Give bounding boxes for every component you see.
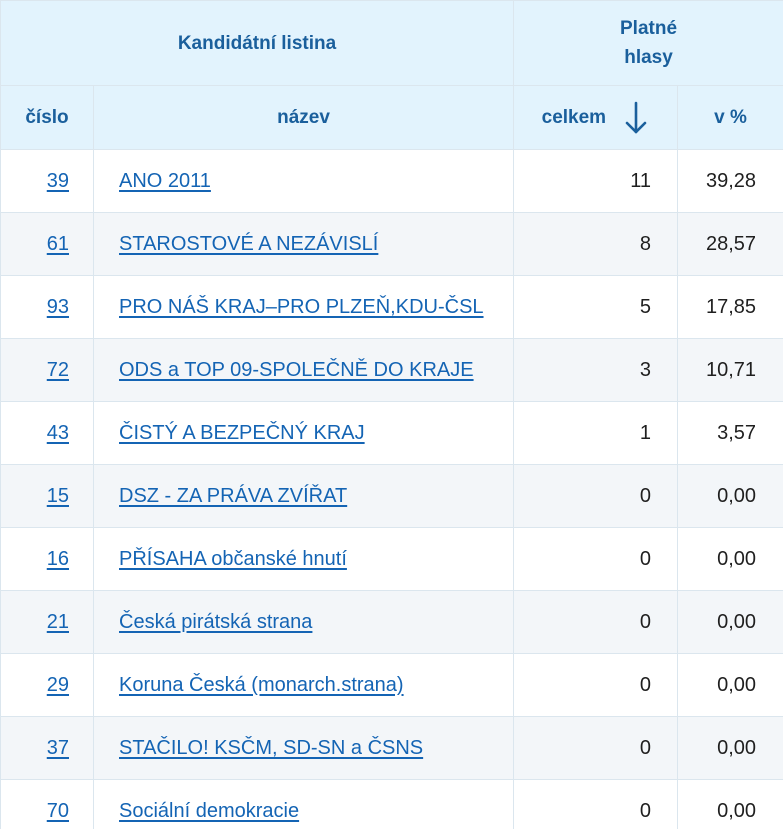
- table-row: 93 PRO NÁŠ KRAJ–PRO PLZEŇ,KDU-ČSL 5 17,8…: [0, 275, 783, 339]
- table-row: 70 Sociální demokracie 0 0,00: [0, 779, 783, 829]
- table-row: 21 Česká pirátská strana 0 0,00: [0, 590, 783, 654]
- party-number-link[interactable]: 39: [46, 169, 69, 192]
- votes-total: 0: [513, 527, 679, 591]
- party-number-link[interactable]: 93: [46, 295, 69, 318]
- column-name-header[interactable]: název: [92, 85, 515, 150]
- party-name-link[interactable]: Koruna Česká (monarch.strana): [119, 673, 404, 696]
- valid-votes-line1: Platné: [620, 18, 678, 39]
- party-number-link[interactable]: 37: [46, 736, 69, 759]
- party-name-link[interactable]: PRO NÁŠ KRAJ–PRO PLZEŇ,KDU-ČSL: [119, 295, 484, 318]
- votes-total: 0: [513, 590, 679, 654]
- votes-percent: 39,28: [677, 149, 783, 213]
- party-number-link[interactable]: 15: [46, 484, 69, 507]
- table-row: 37 STAČILO! KSČM, SD-SN a ČSNS 0 0,00: [0, 716, 783, 780]
- column-number-header[interactable]: číslo: [0, 85, 94, 150]
- votes-percent: 3,57: [677, 401, 783, 465]
- votes-percent: 0,00: [677, 464, 783, 528]
- votes-total: 11: [513, 149, 679, 213]
- party-name-link[interactable]: ODS a TOP 09-SPOLEČNĚ DO KRAJE: [119, 358, 474, 381]
- table-row: 61 STAROSTOVÉ A NEZÁVISLÍ 8 28,57: [0, 212, 783, 276]
- votes-total: 0: [513, 653, 679, 717]
- table-row: 16 PŘÍSAHA občanské hnutí 0 0,00: [0, 527, 783, 591]
- party-number-link[interactable]: 43: [46, 421, 69, 444]
- table-row: 29 Koruna Česká (monarch.strana) 0 0,00: [0, 653, 783, 717]
- party-number-link[interactable]: 70: [46, 799, 69, 822]
- party-name-link[interactable]: ČISTÝ A BEZPEČNÝ KRAJ: [119, 421, 365, 444]
- candidate-list-header: Kandidátní listina: [0, 0, 515, 86]
- arrow-down-icon[interactable]: [623, 100, 649, 136]
- column-percent-header[interactable]: v %: [677, 85, 783, 150]
- party-number-link[interactable]: 16: [46, 547, 69, 570]
- party-name-link[interactable]: ANO 2011: [119, 169, 211, 192]
- column-total-label: celkem: [541, 106, 607, 128]
- column-total-header[interactable]: celkem: [513, 85, 679, 150]
- valid-votes-header: Platné hlasy: [513, 0, 783, 86]
- table-row: 72 ODS a TOP 09-SPOLEČNĚ DO KRAJE 3 10,7…: [0, 338, 783, 402]
- table-header: Kandidátní listina Platné hlasy číslo ná…: [0, 0, 783, 150]
- party-number-link[interactable]: 72: [46, 358, 69, 381]
- votes-percent: 28,57: [677, 212, 783, 276]
- votes-percent: 10,71: [677, 338, 783, 402]
- votes-percent: 0,00: [677, 590, 783, 654]
- votes-total: 1: [513, 401, 679, 465]
- votes-total: 5: [513, 275, 679, 339]
- votes-percent: 0,00: [677, 716, 783, 780]
- votes-total: 0: [513, 779, 679, 829]
- party-name-link[interactable]: PŘÍSAHA občanské hnutí: [119, 547, 347, 570]
- votes-total: 8: [513, 212, 679, 276]
- votes-percent: 17,85: [677, 275, 783, 339]
- party-name-link[interactable]: DSZ - ZA PRÁVA ZVÍŘAT: [119, 484, 348, 507]
- table-row: 39 ANO 2011 11 39,28: [0, 149, 783, 213]
- table-row: 15 DSZ - ZA PRÁVA ZVÍŘAT 0 0,00: [0, 464, 783, 528]
- party-name-link[interactable]: STAROSTOVÉ A NEZÁVISLÍ: [119, 232, 379, 255]
- table-row: 43 ČISTÝ A BEZPEČNÝ KRAJ 1 3,57: [0, 401, 783, 465]
- votes-percent: 0,00: [677, 653, 783, 717]
- party-number-link[interactable]: 61: [46, 232, 69, 255]
- table-body: 39 ANO 2011 11 39,28 61 STAROSTOVÉ A NEZ…: [0, 149, 783, 829]
- party-name-link[interactable]: Česká pirátská strana: [119, 610, 313, 633]
- valid-votes-line2: hlasy: [624, 47, 673, 68]
- votes-total: 3: [513, 338, 679, 402]
- votes-total: 0: [513, 716, 679, 780]
- party-name-link[interactable]: STAČILO! KSČM, SD-SN a ČSNS: [119, 736, 424, 759]
- party-number-link[interactable]: 29: [46, 673, 69, 696]
- party-name-link[interactable]: Sociální demokracie: [119, 799, 300, 822]
- party-number-link[interactable]: 21: [46, 610, 69, 633]
- votes-percent: 0,00: [677, 527, 783, 591]
- votes-percent: 0,00: [677, 779, 783, 829]
- votes-total: 0: [513, 464, 679, 528]
